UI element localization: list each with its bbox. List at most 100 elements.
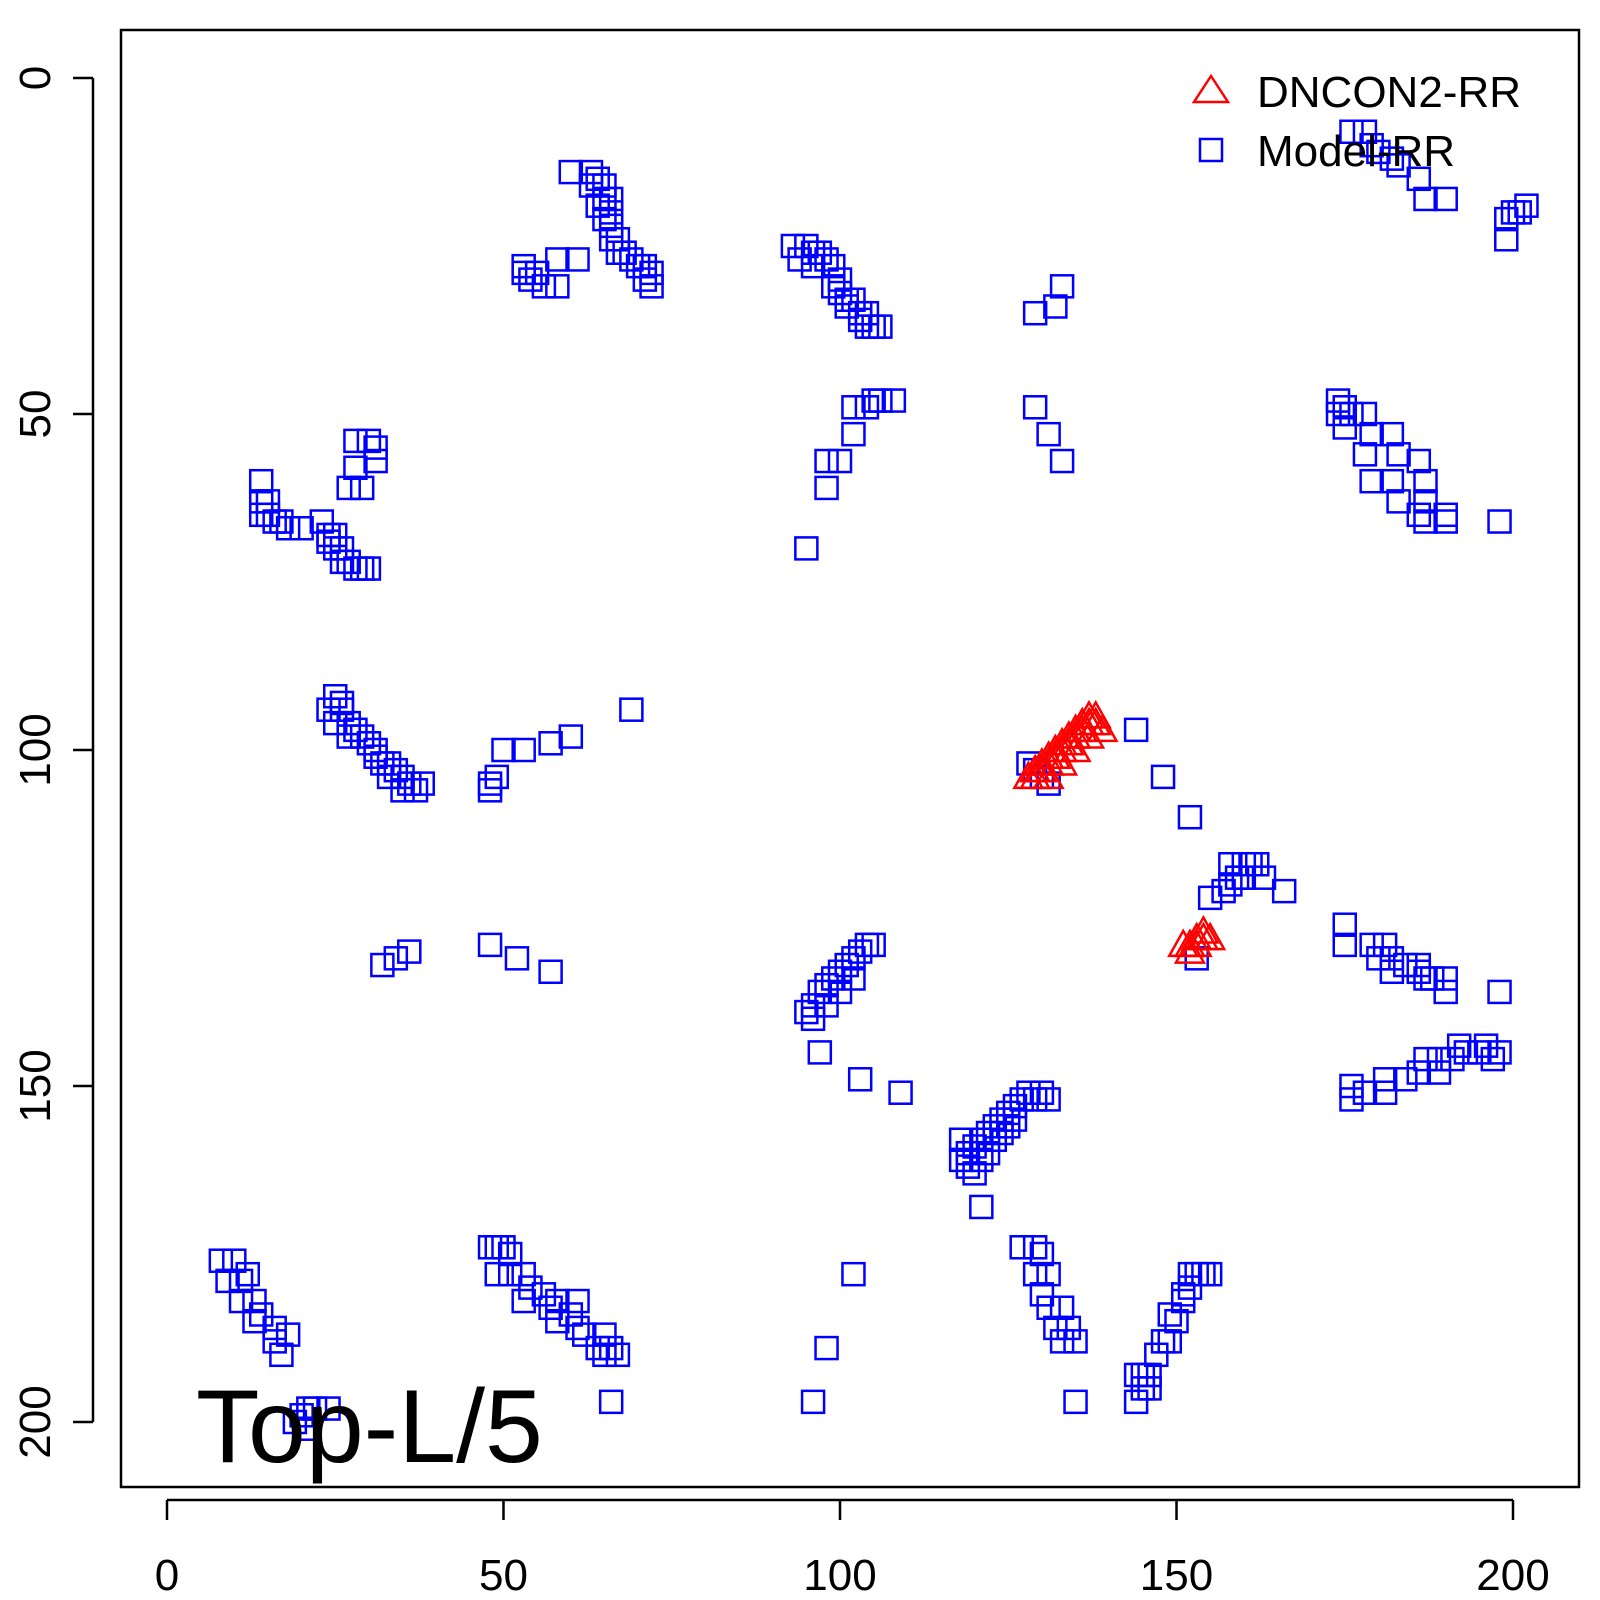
- model-rr-square-point: [868, 388, 893, 413]
- model-rr-square-point: [1197, 885, 1223, 911]
- model-rr-square-point: [1413, 468, 1438, 494]
- model-rr-square-point: [1359, 932, 1384, 958]
- model-rr-square-point: [1487, 509, 1512, 534]
- model-rr-square-point: [841, 395, 866, 420]
- model-rr-square-point: [592, 1342, 617, 1368]
- y-tick-label: 0: [11, 66, 60, 90]
- model-rr-square-point: [403, 778, 429, 803]
- model-rr-square-point: [1413, 509, 1438, 534]
- model-rr-square-point: [619, 247, 644, 272]
- model-rr-square-point: [1379, 468, 1405, 494]
- model-rr-square-point: [1164, 1308, 1189, 1334]
- model-rr-square-point: [336, 549, 361, 575]
- model-rr-square-point: [814, 475, 839, 501]
- model-rr-square-point: [1352, 442, 1378, 467]
- model-rr-square-point: [1487, 1040, 1512, 1065]
- model-rr-square-point: [847, 1067, 873, 1092]
- model-rr-square-point: [794, 999, 819, 1025]
- model-rr-square-point: [558, 159, 584, 185]
- model-rr-square-point: [363, 435, 388, 460]
- model-rr-square-point: [598, 213, 624, 239]
- legend-label-dncon2: DNCON2-RR: [1257, 68, 1521, 117]
- model-rr-square-point: [1009, 1087, 1034, 1112]
- model-rr-square-point: [1413, 186, 1438, 212]
- model-rr-square-point: [565, 247, 590, 272]
- model-rr-square-point: [1211, 878, 1236, 904]
- model-rr-square-point: [1507, 200, 1532, 225]
- model-rr-square-point: [827, 448, 853, 474]
- model-rr-square-point: [208, 1248, 234, 1273]
- model-rr-square-point: [349, 724, 375, 749]
- model-rr-square-point: [1480, 1046, 1506, 1072]
- model-rr-square-point: [619, 697, 644, 722]
- model-rr-square-point: [827, 267, 853, 292]
- model-rr-square-point: [1049, 1295, 1075, 1321]
- model-rr-square-point: [982, 1127, 1008, 1153]
- model-rr-square-point: [1359, 421, 1384, 447]
- model-rr-square-point: [1339, 1087, 1364, 1112]
- x-axis: 0 50 100 150 200: [155, 1498, 1550, 1600]
- model-rr-square-point: [545, 274, 570, 299]
- model-rr-square-point: [289, 1403, 314, 1428]
- model-rr-square-point: [242, 1288, 267, 1314]
- model-rr-square-point: [565, 1288, 590, 1314]
- model-rr-square-point: [1036, 1295, 1061, 1321]
- model-rr-square-point: [1473, 1033, 1499, 1058]
- model-rr-square-point: [888, 1080, 913, 1105]
- model-rr-square-point: [316, 529, 341, 554]
- model-rr-square-point: [316, 697, 341, 722]
- model-rr-square-point: [794, 536, 819, 561]
- model-rr-square-point: [592, 1322, 617, 1347]
- model-rr-square-point: [1325, 388, 1351, 413]
- model-rr-square-point: [349, 475, 375, 501]
- model-rr-square-point: [1056, 1315, 1082, 1341]
- model-rr-square-point: [1218, 851, 1243, 877]
- model-rr-square-point: [585, 1335, 610, 1361]
- legend: DNCON2-RR Model-RR: [1191, 68, 1521, 176]
- model-rr-square-point: [598, 1389, 624, 1415]
- model-rr-square-point: [975, 1140, 1001, 1166]
- model-rr-square-point: [962, 1161, 987, 1186]
- model-rr-square-point: [1022, 1261, 1048, 1287]
- model-rr-square-point: [1379, 946, 1405, 971]
- model-rr-square-point: [598, 200, 624, 225]
- x-tick-label: 100: [803, 1551, 876, 1600]
- model-rr-square-point: [598, 227, 624, 252]
- model-rr-square-point: [1352, 119, 1378, 145]
- legend-square-marker: [1198, 137, 1224, 163]
- model-rr-square-point: [1022, 1235, 1048, 1260]
- model-rr-square-point: [376, 764, 402, 790]
- model-rr-square-point: [228, 1268, 254, 1294]
- model-rr-square-point: [565, 1315, 590, 1341]
- model-rr-square-point: [323, 710, 348, 736]
- model-rr-square-point: [632, 253, 658, 279]
- legend-triangle-marker: [1191, 73, 1231, 104]
- model-rr-square-point: [1419, 966, 1445, 991]
- model-rr-square-point: [800, 1389, 826, 1415]
- model-rr-square-point: [948, 1147, 974, 1173]
- model-rr-square-point: [585, 193, 610, 218]
- model-rr-square-point: [228, 1288, 254, 1314]
- model-rr-square-point: [538, 731, 563, 756]
- model-rr-square-point: [814, 448, 839, 474]
- model-rr-square-point: [800, 253, 826, 279]
- model-rr-square-point: [282, 1409, 308, 1435]
- model-rr-square-point: [861, 932, 886, 958]
- model-rr-square-point: [1043, 294, 1068, 319]
- model-rr-square-point: [545, 247, 570, 272]
- model-rr-square-point: [383, 757, 409, 783]
- model-rr-square-point: [1433, 509, 1458, 534]
- model-rr-square-point: [477, 932, 503, 958]
- model-rr-square-point: [1494, 206, 1519, 232]
- model-rr-square-point: [336, 724, 361, 749]
- model-rr-square-point: [1049, 1329, 1075, 1354]
- model-rr-square-point: [356, 731, 382, 756]
- model-rr-square-point: [632, 267, 658, 292]
- model-rr-square-point: [1016, 1080, 1041, 1105]
- model-rr-square-point: [821, 966, 846, 991]
- model-rr-square-point: [841, 946, 866, 971]
- model-rr-square-point: [397, 771, 422, 796]
- model-rr-square-point: [841, 1261, 866, 1287]
- model-rr-square-point: [491, 737, 516, 763]
